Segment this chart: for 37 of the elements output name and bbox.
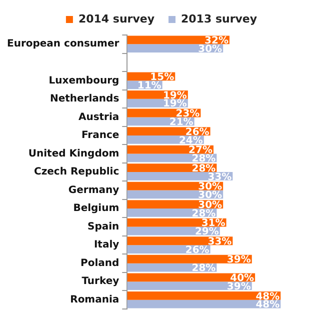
bar [127, 300, 281, 308]
legend-label: 2013 survey [181, 12, 258, 26]
y-tick-label: Poland [80, 258, 120, 269]
data-label: 28% [192, 263, 216, 274]
y-tick-label: France [81, 130, 120, 142]
data-label: 21% [169, 116, 194, 128]
data-label: 28% [192, 154, 216, 165]
y-tick-label: Turkey [82, 276, 120, 288]
y-tick-label: Belgium [73, 203, 120, 214]
data-label: 33% [208, 236, 232, 248]
bar [127, 254, 252, 264]
y-tick-label: Netherlands [50, 94, 120, 105]
y-tick-label: Romania [70, 294, 120, 306]
bar [127, 291, 281, 300]
y-tick-label: European consumer [6, 38, 120, 50]
y-tick-label: Czech Republic [34, 166, 120, 178]
data-label: 39% [226, 281, 251, 292]
data-label: 30% [198, 44, 222, 55]
y-tick-label: Luxembourg [48, 75, 120, 86]
data-label: 26% [185, 244, 210, 256]
y-tick-label: United Kingdom [28, 148, 120, 160]
y-tick-label: Spain [88, 221, 120, 232]
data-label: 19% [162, 98, 187, 110]
bar [127, 282, 252, 290]
data-label: 29% [194, 226, 219, 238]
data-label: 28% [192, 208, 216, 220]
y-tick-label: Austria [78, 112, 120, 123]
legend-label: 2014 survey [78, 12, 155, 26]
data-label: 39% [226, 254, 251, 266]
bar [127, 273, 256, 282]
y-tick-label: Germany [68, 184, 120, 196]
data-label: 48% [256, 300, 280, 311]
y-tick-label: Italy [94, 240, 120, 251]
data-label: 11% [137, 80, 162, 92]
data-label: 30% [198, 190, 222, 202]
data-label: 24% [178, 135, 203, 146]
data-label: 33% [208, 172, 232, 183]
